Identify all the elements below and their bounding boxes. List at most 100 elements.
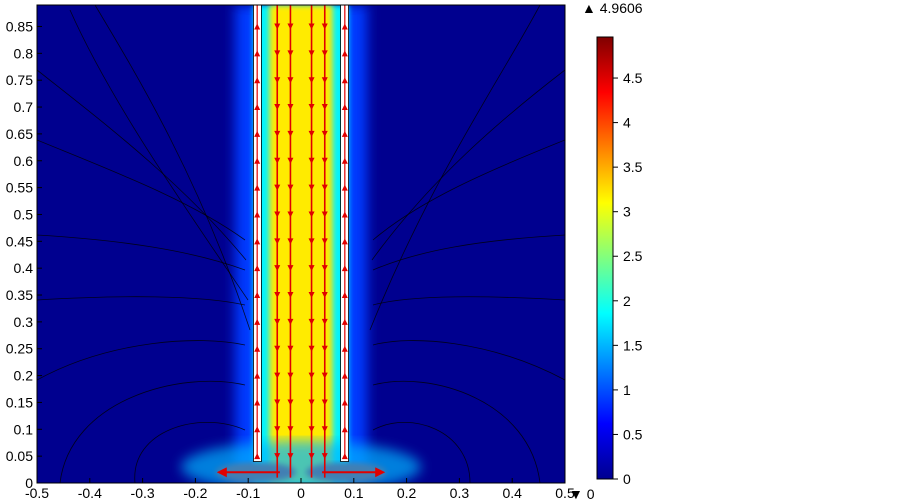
colorbar-ticks: 0 0.5 1 1.5 2 2.5 3 3.5 4 4.5: [613, 70, 643, 487]
contour-line: [37, 340, 246, 381]
flow-arrowhead: [274, 157, 281, 164]
flow-arrowhead: [254, 157, 261, 164]
flow-arrowhead: [254, 372, 261, 379]
flow-arrowhead: [287, 372, 294, 379]
flow-arrowhead: [287, 265, 294, 272]
contour-line: [372, 234, 565, 271]
flow-arrowhead: [321, 399, 328, 406]
flow-arrowhead: [274, 50, 281, 57]
x-tick-label: 0.2: [397, 485, 417, 501]
flow-arrowhead: [308, 238, 315, 245]
flow-arrowhead: [274, 265, 281, 272]
y-tick-label: 0.2: [14, 368, 34, 384]
x-tick-label: -0.3: [131, 485, 155, 501]
flow-arrowhead: [287, 426, 294, 433]
y-axis: 0 0.05 0.1 0.15 0.2 0.25 0.3 0.35 0.4 0.45 0.5 0.55…: [6, 18, 42, 491]
flow-arrowhead: [341, 292, 348, 299]
y-tick-label: 0.1: [14, 421, 34, 437]
contour-line: [371, 69, 565, 261]
flow-arrowhead: [321, 318, 328, 325]
flow-arrowhead: [274, 184, 281, 191]
flow-arrowhead: [287, 184, 294, 191]
flow-arrowhead: [321, 265, 328, 272]
y-tick-label: 0.8: [14, 45, 34, 61]
flow-arrowhead: [287, 23, 294, 30]
flow-arrowhead: [341, 318, 348, 325]
flow-arrowhead: [321, 238, 328, 245]
flow-arrowhead: [321, 23, 328, 30]
colorbar-tick-label: 0: [623, 471, 631, 487]
flow-arrowhead: [274, 345, 281, 352]
flow-arrowhead: [274, 130, 281, 137]
flow-arrowhead: [287, 130, 294, 137]
y-tick-label: 0.65: [6, 126, 33, 142]
flow-arrowhead: [308, 453, 315, 460]
flow-arrowhead: [254, 77, 261, 84]
flow-arrowhead: [308, 157, 315, 164]
flow-arrowhead: [274, 318, 281, 325]
flow-arrowhead: [287, 292, 294, 299]
y-tick-label: 0.85: [6, 18, 33, 34]
flow-arrowhead: [341, 399, 348, 406]
x-tick-label: -0.5: [25, 485, 49, 501]
flow-arrowhead: [308, 211, 315, 218]
colorbar-tick-label: 3.5: [623, 159, 643, 175]
flow-arrowhead: [274, 292, 281, 299]
contour-line: [37, 234, 246, 271]
flow-arrowhead: [308, 23, 315, 30]
flow-arrowhead: [341, 77, 348, 84]
flow-arrowhead: [308, 318, 315, 325]
flow-arrowhead: [321, 345, 328, 352]
flow-arrowhead: [321, 130, 328, 137]
flow-arrowhead: [341, 130, 348, 137]
flow-arrowhead: [341, 50, 348, 57]
flow-arrowhead: [274, 399, 281, 406]
flow-arrowhead: [274, 104, 281, 111]
contour-line: [59, 380, 246, 483]
flow-arrowhead: [321, 292, 328, 299]
flow-arrowhead: [287, 453, 294, 460]
flow-arrowhead: [308, 104, 315, 111]
flow-arrowhead: [287, 50, 294, 57]
flow-arrowhead: [321, 104, 328, 111]
flow-arrowhead: [341, 265, 348, 272]
x-axis: -0.5 -0.4 -0.3 -0.2 -0.1 0 0.1 0.2 0.3 0.4 0.5: [25, 478, 575, 501]
contour-line: [69, 9, 249, 301]
flow-arrowhead: [321, 157, 328, 164]
colorbar-tick-label: 3: [623, 204, 631, 220]
flow-arrowhead: [341, 211, 348, 218]
colorbar-tick-label: 4: [623, 115, 631, 131]
y-tick-label: 0.25: [6, 341, 33, 357]
y-tick-label: 0.5: [14, 206, 34, 222]
y-tick-label: 0: [25, 475, 33, 491]
x-tick-label: 0.5: [555, 485, 575, 501]
flow-arrowhead: [321, 50, 328, 57]
x-tick-label: -0.2: [183, 485, 207, 501]
colorbar-tick-label: 4.5: [623, 70, 643, 86]
flow-arrowhead: [254, 211, 261, 218]
colorbar-max-label: ▲ 4.9606: [582, 0, 643, 16]
contour-line: [37, 69, 247, 261]
flow-arrowhead: [308, 426, 315, 433]
y-tick-label: 0.35: [6, 287, 33, 303]
flow-arrowhead: [274, 372, 281, 379]
y-tick-label: 0.7: [14, 99, 34, 115]
flow-arrowhead: [254, 23, 261, 30]
x-tick-label: -0.4: [78, 485, 102, 501]
flow-arrowhead: [321, 184, 328, 191]
contour-line: [369, 5, 541, 331]
colorbar-tick-label: 1: [623, 382, 631, 398]
flow-arrowhead: [321, 77, 328, 84]
flow-arrowhead: [254, 104, 261, 111]
x-tick-label: 0: [297, 485, 305, 501]
y-tick-label: 0.55: [6, 180, 33, 196]
colorbar-tick-label: 2: [623, 293, 631, 309]
y-tick-label: 0.45: [6, 233, 33, 249]
flow-arrowhead: [274, 77, 281, 84]
flow-arrowhead: [321, 453, 328, 460]
flow-arrowhead: [321, 211, 328, 218]
flow-arrowhead: [287, 157, 294, 164]
flow-arrowhead: [308, 372, 315, 379]
flow-arrowhead: [341, 453, 348, 460]
